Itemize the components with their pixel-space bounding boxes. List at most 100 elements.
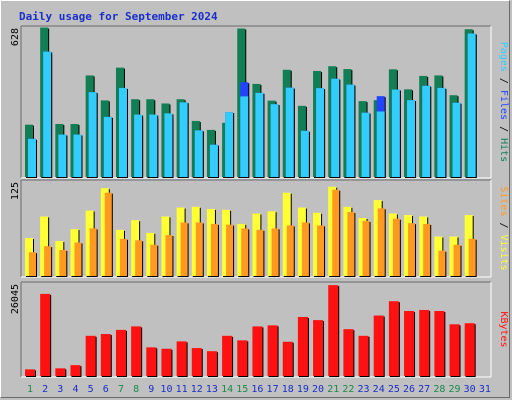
legend-hits: Hits — [498, 138, 509, 162]
sites-visits-legend: Sites / Visits — [498, 186, 509, 270]
pages-bar-day-10-fill — [164, 113, 173, 177]
sites-bar-day-10-fill — [165, 235, 173, 276]
pages-bar-day-7-fill — [118, 87, 127, 177]
pages-bar-day-16-fill — [255, 92, 264, 177]
visits-panel-max-label: 125 — [10, 182, 21, 200]
pages-bar-day-3 — [58, 134, 68, 178]
sites-bar-day-1-fill — [29, 252, 36, 276]
hits-files-pages-legend: Pages / Files / Hits — [498, 42, 509, 162]
pages-bar-day-16 — [255, 92, 265, 178]
kbytes-bar-day-13-fill — [206, 351, 217, 376]
kbytes-bar-day-26-fill — [404, 311, 415, 376]
kbytes-legend: KBytes — [498, 311, 509, 347]
sites-bar-day-30-fill — [468, 238, 476, 276]
pages-bar-day-9-fill — [149, 114, 158, 177]
sites-bar-day-25 — [392, 218, 401, 277]
day-label-27: 27 — [418, 384, 430, 395]
sites-bar-day-16-fill — [256, 229, 264, 276]
sites-bar-day-18-fill — [286, 225, 294, 276]
pages-bar-day-21 — [331, 78, 341, 178]
kbytes-bar-day-8-fill — [131, 326, 142, 376]
kbytes-bar-day-16 — [252, 326, 264, 377]
kbytes-bar-day-12-fill — [191, 348, 202, 376]
kbytes-bar-day-28-fill — [434, 311, 445, 376]
kbytes-bar-day-24-fill — [373, 315, 384, 376]
sites-bar-day-8-fill — [135, 240, 143, 276]
visits-sites-panel — [20, 179, 492, 278]
pages-bar-day-5-fill — [88, 92, 97, 177]
sites-bar-day-29 — [453, 244, 462, 277]
kbytes-bar-day-23-fill — [358, 335, 369, 376]
x-axis-labels: 1 2 3 4 5 6 7 8 9 10 11 12 13 14 15 16 17 18 19 20 21 22 23 24 2… — [27, 384, 491, 395]
kbytes-bar-day-18 — [282, 341, 294, 377]
day-label-23: 23 — [358, 384, 370, 395]
hits-panel-max-label: 628 — [10, 28, 21, 46]
sites-bar-day-24 — [377, 208, 386, 277]
pages-bar-day-8-fill — [134, 114, 143, 177]
kbytes-bar-day-17 — [267, 325, 279, 377]
kbytes-bar-day-7 — [115, 329, 127, 377]
kbytes-bar-day-21 — [328, 285, 340, 377]
sites-bar-day-17 — [271, 228, 280, 277]
sites-bar-day-15 — [241, 228, 250, 277]
sites-bar-day-18 — [286, 225, 295, 277]
pages-bar-day-26-fill — [407, 100, 416, 177]
sites-bar-day-13 — [210, 223, 219, 277]
sites-bar-day-19-fill — [301, 222, 309, 276]
pages-bar-day-20-fill — [316, 88, 325, 177]
kbytes-bar-day-20 — [313, 320, 325, 377]
sites-bar-day-4 — [74, 242, 83, 277]
pages-bar-day-11 — [179, 102, 189, 178]
pages-bar-day-1 — [28, 138, 37, 178]
pages-bar-day-25-fill — [391, 89, 400, 177]
pages-bar-day-2 — [43, 51, 53, 178]
pages-bar-day-29 — [452, 102, 462, 178]
pages-bar-day-17-fill — [270, 104, 279, 177]
sites-bar-day-14-fill — [226, 224, 234, 276]
pages-bar-day-23-fill — [361, 112, 370, 177]
sites-bar-day-22 — [347, 212, 356, 277]
sites-bar-day-11-fill — [180, 222, 188, 276]
day-label-28: 28 — [433, 384, 445, 395]
day-label-6: 6 — [103, 384, 109, 395]
kbytes-bar-day-28 — [434, 311, 446, 377]
kbytes-bar-day-6 — [100, 334, 112, 377]
sites-bar-day-10 — [165, 235, 174, 277]
kbytes-bar-day-3-fill — [55, 368, 66, 376]
kbytes-bar-day-21-fill — [328, 285, 339, 376]
day-label-18: 18 — [282, 384, 294, 395]
pages-bar-day-24-fill — [376, 111, 385, 177]
kbytes-bar-day-24 — [373, 315, 385, 377]
pages-bar-day-4 — [73, 134, 83, 178]
sites-bar-day-21-fill — [332, 189, 340, 276]
legend-separator: / — [498, 120, 509, 138]
pages-bar-day-22 — [346, 84, 356, 178]
day-label-16: 16 — [251, 384, 263, 395]
pages-bar-day-19 — [300, 130, 310, 178]
sites-bar-day-20 — [317, 225, 326, 277]
kbytes-bar-day-16-fill — [252, 326, 263, 376]
day-label-2: 2 — [42, 384, 48, 395]
legend-separator: / — [498, 216, 509, 234]
pages-bar-day-27-fill — [422, 85, 431, 177]
pages-bar-day-28 — [437, 87, 447, 178]
day-label-13: 13 — [206, 384, 218, 395]
sites-bar-day-28-fill — [438, 250, 446, 276]
day-label-26: 26 — [403, 384, 415, 395]
pages-bar-day-6-fill — [103, 116, 112, 177]
pages-bar-day-1-fill — [28, 138, 36, 177]
visits-bar-day-2-fill — [40, 216, 49, 276]
day-label-10: 10 — [160, 384, 172, 395]
kbytes-bar-day-19-fill — [297, 316, 308, 376]
pages-bar-day-18 — [285, 87, 295, 178]
side-legends: Pages / Files / Hits Sites / Visits KBytes — [498, 42, 509, 348]
pages-bar-day-30-fill — [467, 33, 476, 177]
pages-bar-day-13-fill — [209, 144, 218, 177]
sites-bar-day-2 — [44, 246, 53, 277]
pages-bar-day-30 — [467, 33, 477, 178]
pages-bar-day-15 — [240, 96, 250, 178]
chart-panels: 628 125 26045 — [10, 25, 492, 378]
